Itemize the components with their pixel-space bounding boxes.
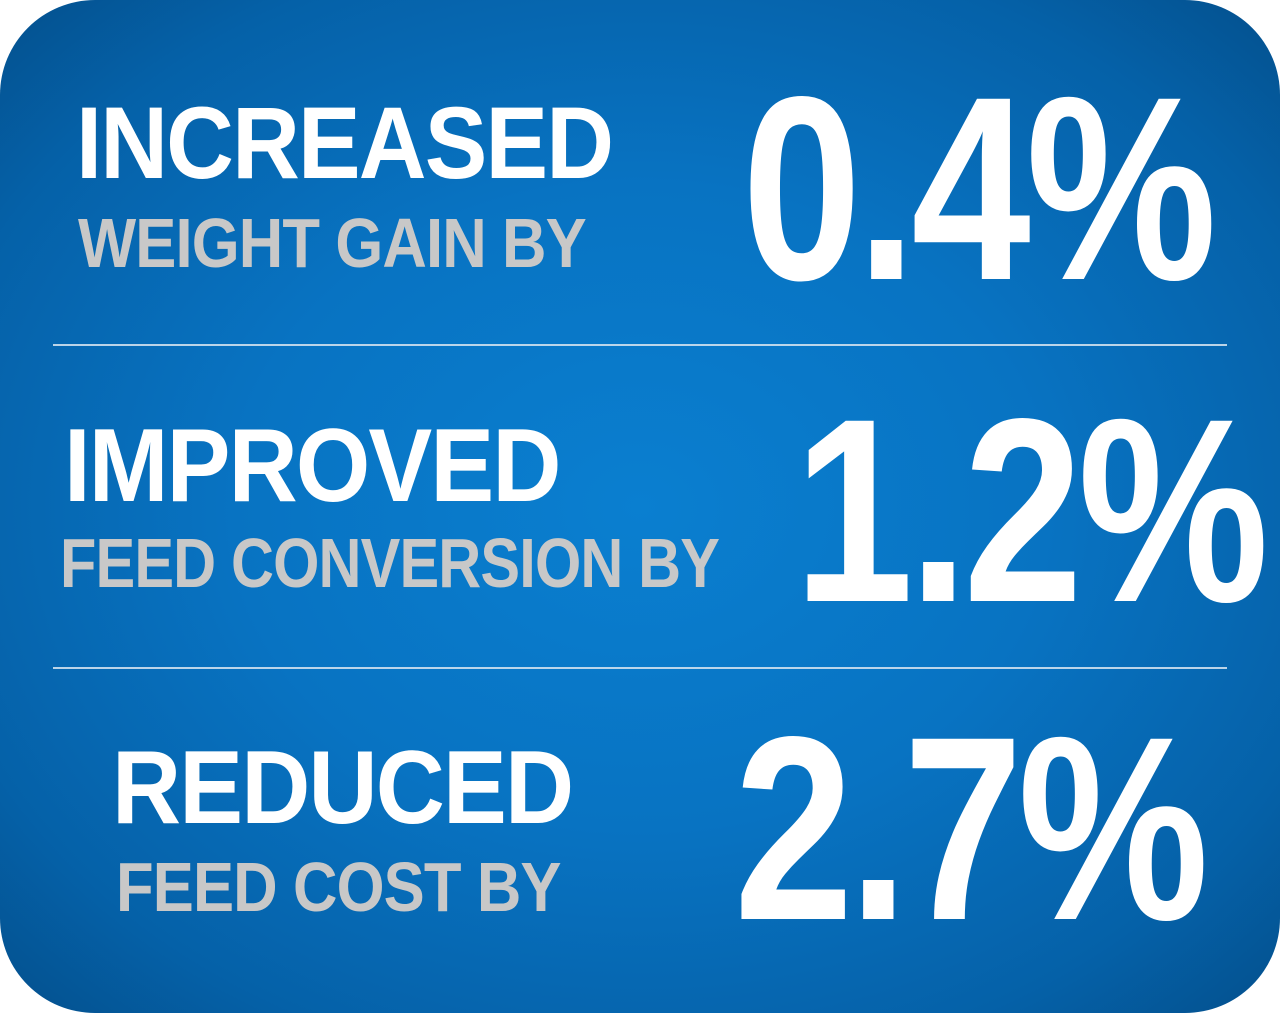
- stat-subline: WEIGHT GAIN BY: [78, 204, 587, 282]
- stat-headline: INCREASED: [76, 86, 614, 200]
- divider: [53, 344, 1227, 346]
- stat-value: 1.2%: [794, 364, 1269, 657]
- stat-subline: FEED COST BY: [116, 848, 562, 926]
- stat-headline: REDUCED: [112, 730, 574, 846]
- stat-value: 0.4%: [742, 42, 1217, 335]
- divider: [53, 667, 1227, 669]
- stat-headline: IMPROVED: [64, 408, 561, 524]
- stat-value: 2.7%: [734, 682, 1209, 975]
- stat-subline: FEED CONVERSION BY: [60, 524, 720, 602]
